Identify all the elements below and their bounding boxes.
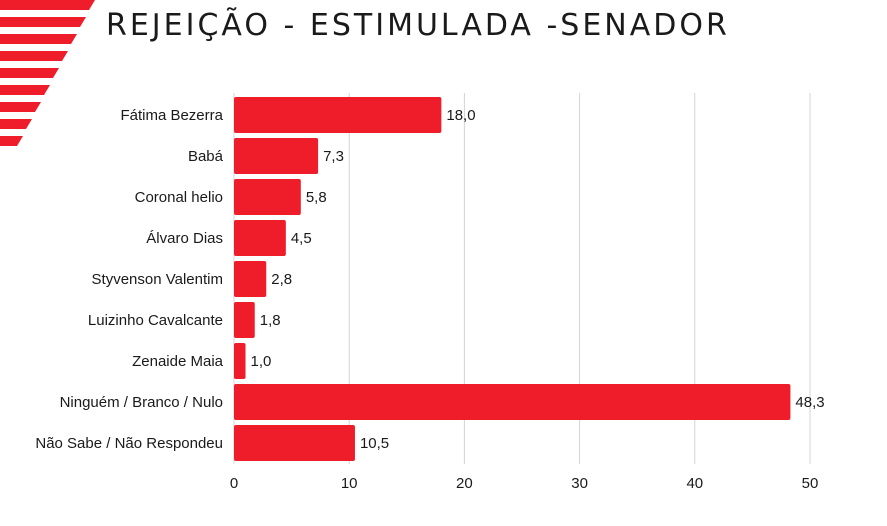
deco-stripe bbox=[0, 34, 77, 44]
bar bbox=[234, 343, 246, 379]
bar bbox=[234, 220, 286, 256]
x-tick-label: 40 bbox=[686, 475, 703, 492]
bar bbox=[234, 425, 355, 461]
bar bbox=[234, 384, 791, 420]
category-label: Coronal helio bbox=[135, 189, 223, 206]
deco-stripe bbox=[0, 0, 95, 10]
bar bbox=[234, 302, 255, 338]
data-label: 1,0 bbox=[251, 353, 272, 370]
chart-title: REJEIÇÃO - ESTIMULADA -SENADOR bbox=[106, 8, 730, 43]
x-tick-label: 0 bbox=[230, 475, 238, 492]
category-label: Ninguém / Branco / Nulo bbox=[60, 394, 223, 411]
x-axis-ticks: 0 10 20 30 40 50 bbox=[230, 475, 819, 492]
data-label: 48,3 bbox=[795, 394, 824, 411]
data-label: 5,8 bbox=[306, 189, 327, 206]
category-label: Fátima Bezerra bbox=[120, 107, 223, 124]
category-label: Álvaro Dias bbox=[146, 230, 223, 247]
data-label: 10,5 bbox=[360, 435, 389, 452]
x-tick-label: 50 bbox=[802, 475, 819, 492]
deco-stripe bbox=[0, 51, 68, 61]
category-label: Luizinho Cavalcante bbox=[88, 312, 223, 329]
bar bbox=[234, 138, 319, 174]
deco-stripe bbox=[0, 68, 59, 78]
bar bbox=[234, 97, 442, 133]
category-label: Babá bbox=[188, 148, 224, 165]
data-label: 7,3 bbox=[323, 148, 344, 165]
bar bbox=[234, 179, 301, 215]
deco-stripe bbox=[0, 17, 86, 27]
data-label: 2,8 bbox=[271, 271, 292, 288]
category-label: Styvenson Valentim bbox=[92, 271, 223, 288]
bar bbox=[234, 261, 267, 297]
data-label: 18,0 bbox=[446, 107, 475, 124]
deco-stripe bbox=[0, 102, 41, 112]
x-tick-label: 20 bbox=[456, 475, 473, 492]
data-label: 1,8 bbox=[260, 312, 281, 329]
labels: Fátima Bezerra 18,0 Babá 7,3 Coronal helio 5,… bbox=[35, 107, 824, 452]
x-tick-label: 10 bbox=[341, 475, 358, 492]
bars bbox=[234, 97, 791, 461]
data-label: 4,5 bbox=[291, 230, 312, 247]
deco-stripe bbox=[0, 85, 50, 95]
decorative-stripes bbox=[0, 0, 95, 146]
category-label: Zenaide Maia bbox=[132, 353, 224, 370]
deco-stripe bbox=[0, 119, 32, 129]
category-label: Não Sabe / Não Respondeu bbox=[35, 435, 223, 452]
x-tick-label: 30 bbox=[571, 475, 588, 492]
deco-stripe bbox=[0, 136, 23, 146]
